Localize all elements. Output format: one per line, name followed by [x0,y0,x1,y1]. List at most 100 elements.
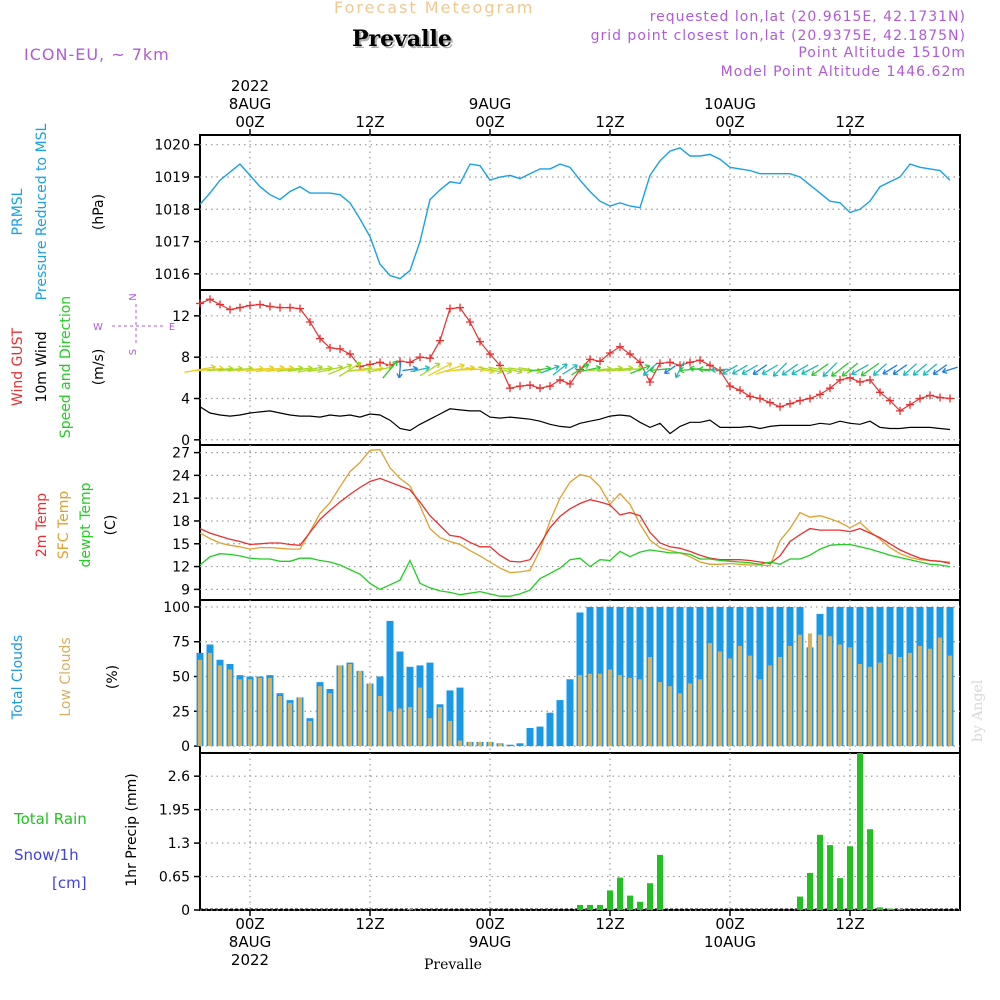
y-tick-label: 8 [181,350,190,366]
y-tick-label: 0 [181,739,190,755]
unit-label-percent: (%) [105,665,121,689]
low-cloud-bar [688,683,692,747]
wind-arrow [435,363,465,375]
gust-marker [566,380,574,389]
low-cloud-bar [318,686,322,746]
gust-marker [406,358,414,367]
rain-bar [587,904,593,910]
wind-arrow [382,360,398,379]
time-tick-label: 00Z [715,915,744,933]
dewpt-line [199,543,951,597]
y-tick-label: 27 [172,446,190,462]
low-cloud-bar [198,659,202,746]
total-cloud-bar [756,607,764,747]
time-year-label: 2022 [231,77,269,95]
wind-arrow [663,365,676,375]
gust-marker [236,303,244,312]
low-cloud-bar [348,664,352,747]
low-cloud-bar [598,673,602,746]
low-cloud-bar [248,679,252,747]
gust-marker [206,295,214,304]
side-label-low-clouds: Low Clouds [58,637,74,716]
side-label-speed-direction: Speed and Direction [58,296,74,438]
location-title: Prevalle [352,26,452,52]
gust-marker [196,299,204,308]
gust-marker [486,350,494,359]
y-tick-label: 15 [172,537,190,553]
gust-marker [456,303,464,312]
time-date-label: 9AUG [469,933,511,951]
y-tick-label: 1019 [154,170,190,186]
gust-marker [536,384,544,393]
gust-marker [896,406,904,415]
wind-arrows [184,360,958,379]
footer-location: Prevalle [424,957,482,973]
model-point-altitude: Model Point Altitude 1446.62m [720,64,966,80]
low-cloud-bar [278,696,282,747]
low-cloud-bar [468,741,472,747]
low-cloud-bar [638,679,642,747]
gust-marker [556,375,564,384]
gust-marker [706,361,714,370]
rain-bar [797,896,803,910]
low-cloud-bar [888,654,892,746]
time-tick-label: 12Z [595,915,624,933]
time-tick-label: 12Z [835,113,864,131]
y-tick-label: 12 [172,309,190,325]
total-cloud-bar [536,726,544,747]
side-label-pressure-msl: Pressure Reduced to MSL [34,123,50,300]
low-cloud-bar [798,634,802,747]
gust-marker [286,303,294,312]
meteogram-title: Forecast Meteogram [334,0,535,17]
low-cloud-bar [868,666,872,747]
time-date-label: 8AUG [229,933,271,951]
side-label-total-clouds: Total Clouds [10,635,26,720]
gust-marker [436,336,444,345]
low-cloud-bar [878,662,882,747]
gust-marker [796,396,804,405]
wind-arrow [791,364,809,376]
rain-bar [817,834,823,910]
gust-marker [316,334,324,343]
gust-marker [276,303,284,312]
low-cloud-bar [608,669,612,746]
wind-arrow [419,362,441,377]
point-altitude: Point Altitude 1510m [798,45,966,61]
wind-arrow [752,364,768,376]
y-tick-label: 0 [181,433,190,449]
time-date-label: 10AUG [704,95,756,113]
low-cloud-bar [488,741,492,747]
wind-arrow [540,364,560,374]
low-cloud-bar [378,696,382,747]
gust-marker [296,304,304,313]
low-cloud-bar [768,665,772,747]
y-tick-label: 75 [172,635,190,651]
gust-marker [696,356,704,365]
low-cloud-bar [848,647,852,747]
gust-marker [326,343,334,352]
rain-bar [897,909,903,910]
low-cloud-bar [298,697,302,747]
y-tick-label: 4 [181,392,190,408]
low-cloud-bar [708,643,712,746]
gust-marker [506,384,514,393]
gust-marker [866,375,874,384]
wind-arrow [912,363,928,376]
gust-marker [516,382,524,391]
low-cloud-bar [388,711,392,747]
total-cloud-bar [686,607,694,747]
rain-bar [637,901,643,910]
gust-marker [526,381,534,390]
total-cloud-bar [396,651,404,747]
time-tick-label: 00Z [235,113,264,131]
unit-label-hpa: (hPa) [91,194,107,230]
temp-2m-line [199,477,951,565]
wind-arrow [731,364,748,375]
low-cloud-bar [808,633,812,747]
total-cloud-bar [446,690,454,746]
low-cloud-bar [218,665,222,747]
side-label-dewpt-temp: dewpt Temp [78,482,94,567]
low-cloud-bar [358,670,362,746]
low-cloud-bar [288,702,292,746]
rain-bar [847,846,853,910]
